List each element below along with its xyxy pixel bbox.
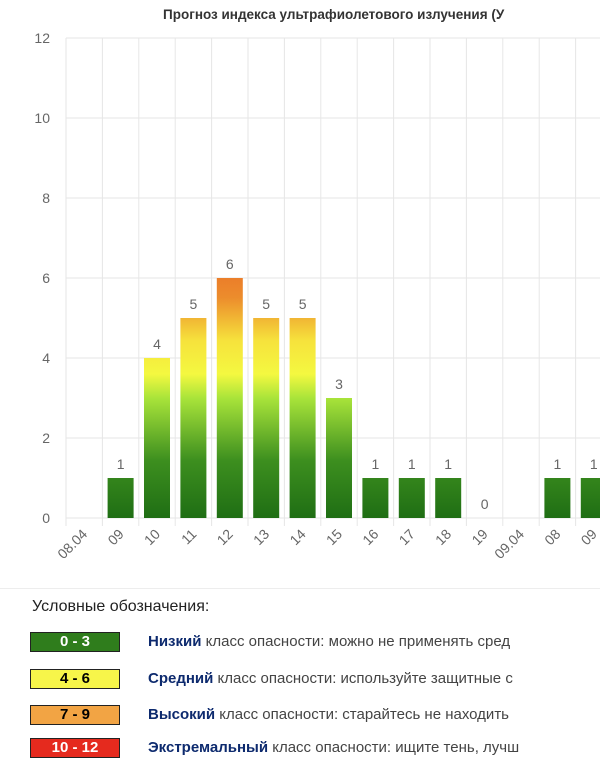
x-tick-label: 09 bbox=[104, 526, 126, 548]
x-tick-label: 09 bbox=[578, 526, 600, 548]
legend-text-low: класс опасности: можно не применять сред bbox=[201, 633, 511, 650]
x-tick-label: 09.04 bbox=[491, 526, 527, 562]
data-label: 3 bbox=[335, 376, 343, 392]
x-tick-label: 18 bbox=[432, 526, 454, 548]
chart-title: Прогноз индекса ультрафиолетового излуче… bbox=[163, 7, 505, 22]
y-axis-ticks: 0 2 4 6 8 10 12 bbox=[34, 30, 50, 526]
uv-index-chart: Прогноз индекса ультрафиолетового излуче… bbox=[34, 7, 600, 562]
legend-row-low: 0 - 3 Низкий класс опасности: можно не п… bbox=[0, 632, 600, 656]
bar bbox=[580, 478, 600, 518]
y-tick-label: 6 bbox=[42, 270, 50, 286]
data-label: 5 bbox=[262, 296, 270, 312]
data-label: 6 bbox=[226, 256, 234, 272]
x-tick-label: 11 bbox=[178, 526, 200, 548]
legend-class-high: Высокий bbox=[148, 706, 216, 723]
legend-text-high: класс опасности: старайтесь не находить bbox=[215, 706, 510, 723]
x-tick-label: 08 bbox=[541, 526, 563, 548]
data-label: 0 bbox=[481, 496, 489, 512]
legend-desc-high: Высокий класс опасности: старайтесь не н… bbox=[148, 706, 509, 723]
bars-layer bbox=[107, 278, 600, 518]
data-label: 1 bbox=[590, 456, 598, 472]
data-label: 5 bbox=[299, 296, 307, 312]
bar bbox=[435, 478, 462, 518]
bar bbox=[253, 318, 280, 518]
legend-swatch-high: 7 - 9 bbox=[30, 705, 120, 725]
y-tick-label: 2 bbox=[42, 430, 50, 446]
legend-title: Условные обозначения: bbox=[32, 598, 210, 615]
legend-text-medium: класс опасности: используйте защитные с bbox=[213, 670, 513, 687]
x-tick-label: 19 bbox=[468, 526, 490, 548]
y-tick-label: 8 bbox=[42, 190, 50, 206]
bar bbox=[544, 478, 571, 518]
legend-swatch-low: 0 - 3 bbox=[30, 632, 120, 652]
bar bbox=[362, 478, 389, 518]
x-tick-label: 17 bbox=[396, 526, 418, 548]
bar bbox=[289, 318, 316, 518]
data-label: 1 bbox=[372, 456, 380, 472]
bar bbox=[326, 398, 352, 518]
data-label: 1 bbox=[444, 456, 452, 472]
y-tick-label: 10 bbox=[34, 110, 50, 126]
legend-desc-medium: Средний класс опасности: используйте защ… bbox=[148, 670, 513, 687]
x-tick-label: 13 bbox=[250, 526, 272, 548]
y-tick-label: 0 bbox=[42, 510, 50, 526]
legend-text-extreme: класс опасности: ищите тень, лучш bbox=[268, 739, 520, 756]
bar bbox=[107, 478, 134, 518]
x-tick-label: 14 bbox=[286, 526, 308, 548]
legend-class-low: Низкий bbox=[148, 633, 202, 650]
legend-row-medium: 4 - 6 Средний класс опасности: используй… bbox=[0, 669, 600, 693]
x-tick-label: 08.04 bbox=[54, 526, 90, 562]
data-label: 4 bbox=[153, 336, 161, 352]
data-label: 1 bbox=[408, 456, 416, 472]
legend-row-extreme: 10 - 12 Экстремальный класс опасности: и… bbox=[0, 738, 600, 762]
legend-class-medium: Средний bbox=[148, 670, 214, 687]
legend-desc-extreme: Экстремальный класс опасности: ищите тен… bbox=[148, 739, 519, 756]
bar bbox=[180, 318, 207, 518]
grid-layer bbox=[65, 37, 600, 526]
data-labels-layer: 1 4 5 6 5 5 3 1 1 1 0 1 1 bbox=[117, 256, 598, 512]
x-tick-label: 10 bbox=[141, 526, 163, 548]
data-label: 1 bbox=[117, 456, 125, 472]
x-tick-label: 12 bbox=[214, 526, 236, 548]
legend-row-high: 7 - 9 Высокий класс опасности: старайтес… bbox=[0, 705, 600, 729]
y-tick-label: 12 bbox=[34, 30, 50, 46]
bar bbox=[216, 278, 243, 518]
legend-class-extreme: Экстремальный bbox=[148, 739, 269, 756]
x-tick-label: 15 bbox=[323, 526, 345, 548]
legend-swatch-extreme: 10 - 12 bbox=[30, 738, 120, 758]
x-axis-ticks: 08.04 09 10 11 12 13 14 15 16 17 18 19 09.04 08 09 bbox=[54, 526, 600, 562]
y-tick-label: 4 bbox=[42, 350, 50, 366]
legend-swatch-medium: 4 - 6 bbox=[30, 669, 120, 689]
bar bbox=[398, 478, 425, 518]
data-label: 1 bbox=[554, 456, 562, 472]
bar bbox=[144, 358, 170, 518]
x-tick-label: 16 bbox=[359, 526, 381, 548]
data-label: 5 bbox=[190, 296, 198, 312]
legend-desc-low: Низкий класс опасности: можно не применя… bbox=[148, 633, 510, 650]
legend-panel: Условные обозначения: 0 - 3 Низкий класс… bbox=[0, 588, 600, 758]
